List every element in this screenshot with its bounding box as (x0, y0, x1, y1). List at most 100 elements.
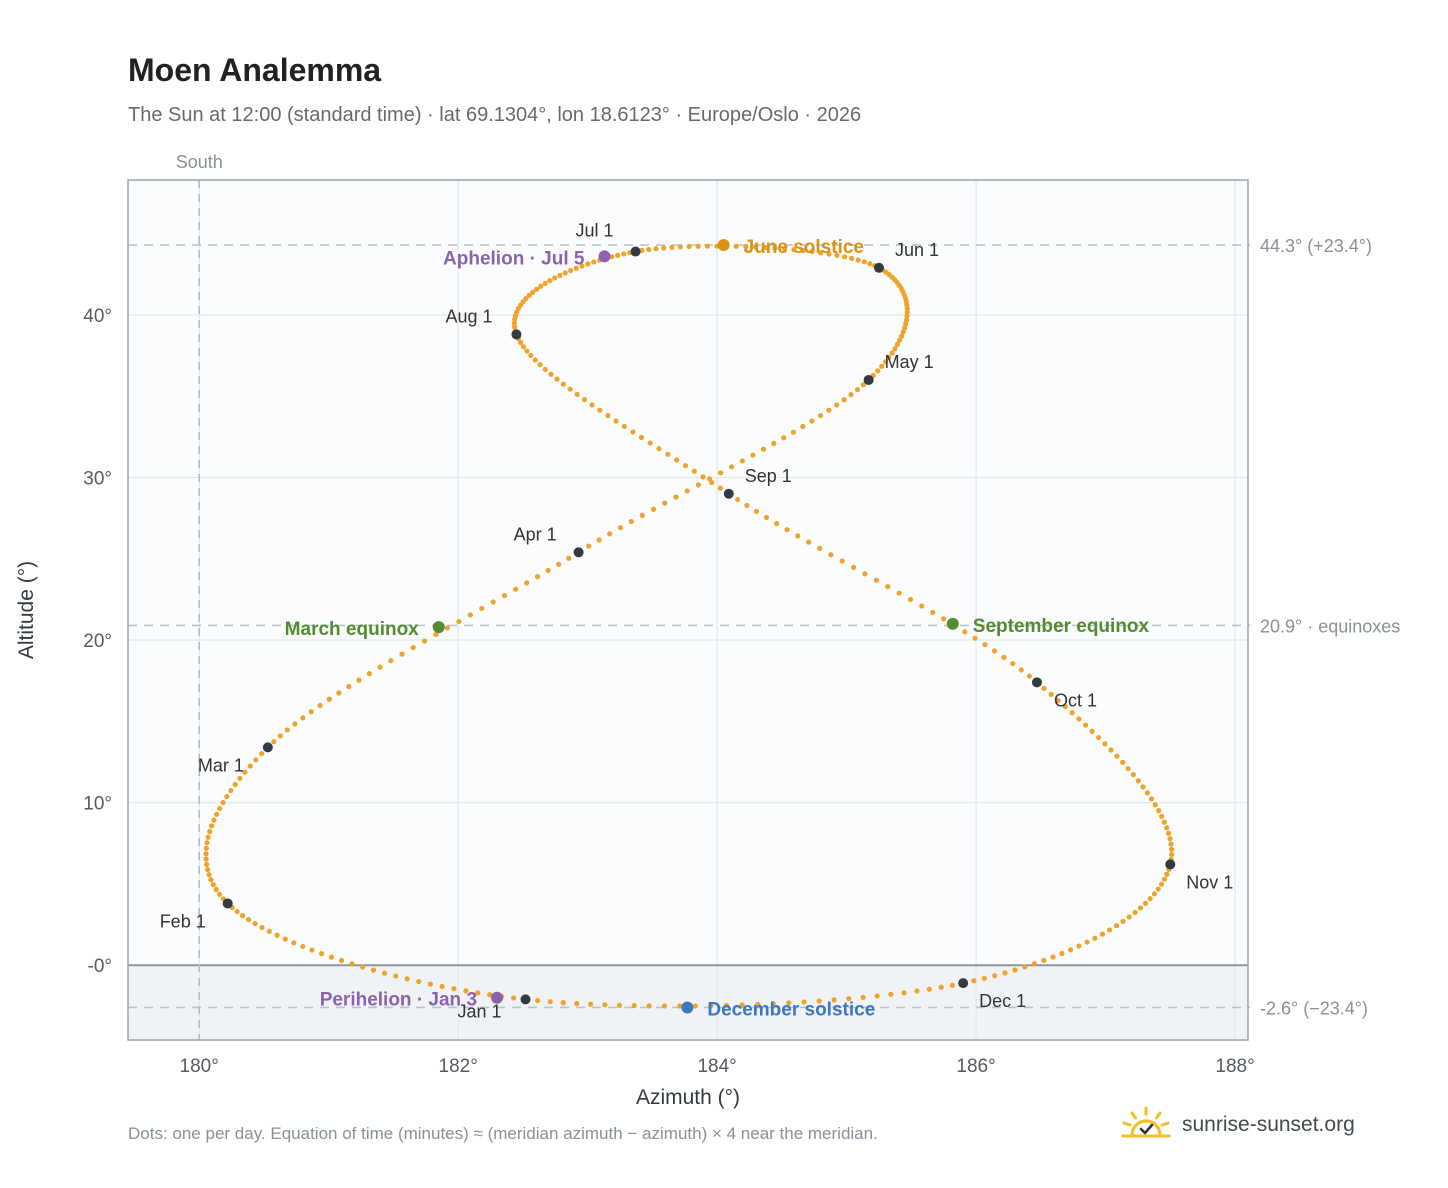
daily-dot (479, 605, 485, 612)
y-tick-label: 40° (83, 306, 112, 327)
plot-frame (127, 179, 1249, 1041)
meridian-label: South (176, 152, 223, 172)
daily-dot (691, 468, 697, 474)
daily-dot (1001, 654, 1007, 660)
daily-dot (826, 251, 832, 257)
daily-dot (213, 886, 219, 893)
daily-dot (1158, 881, 1165, 887)
daily-dot (1062, 704, 1068, 710)
daily-dot (763, 514, 770, 521)
daily-dot (709, 479, 715, 486)
daily-dot (617, 525, 624, 531)
daily-dot (1161, 819, 1168, 825)
daily-dot (646, 1003, 652, 1009)
y-axis-title: Altitude (°) (15, 561, 38, 659)
daily-dot (828, 552, 834, 558)
daily-dot (801, 999, 807, 1005)
daily-dot (274, 932, 280, 938)
x-tick-label: 182° (439, 1056, 478, 1077)
daily-dot (607, 531, 613, 537)
daily-dot (210, 882, 216, 888)
daily-dot (526, 292, 532, 298)
daily-dot (266, 928, 272, 934)
daily-dot (308, 709, 314, 715)
daily-dot (639, 247, 645, 254)
daily-dot (433, 631, 439, 638)
daily-dot (232, 781, 238, 788)
daily-dot (208, 877, 214, 883)
month-label: Nov 1 (1186, 872, 1233, 892)
y-tick-label: 20° (83, 631, 112, 652)
daily-dot (1159, 813, 1165, 819)
daily-dot (638, 434, 645, 441)
daily-dot (574, 391, 580, 397)
daily-dot (1059, 950, 1065, 957)
daily-dot (528, 352, 534, 359)
daily-dot (630, 429, 636, 435)
daily-dot (770, 1001, 776, 1007)
daily-dot (203, 851, 209, 857)
daily-dot (753, 244, 759, 250)
daily-dot (781, 246, 788, 252)
daily-dot (1152, 802, 1158, 808)
daily-dot (532, 357, 538, 363)
daily-dot (253, 757, 259, 763)
daily-dot (1142, 900, 1149, 906)
daily-dot (653, 246, 659, 252)
daily-dot (284, 727, 290, 733)
daily-dot (760, 446, 767, 452)
daily-dot (1048, 691, 1054, 697)
footnote: Dots: one per day. Equation of time (min… (128, 1124, 878, 1143)
daily-dot (239, 912, 246, 919)
daily-dot (862, 571, 868, 577)
daily-dot (517, 339, 524, 346)
daily-dot (1041, 957, 1047, 964)
daily-dot (427, 981, 433, 987)
daily-dot (677, 244, 683, 250)
daily-dot (1151, 891, 1157, 897)
daily-dot (739, 458, 745, 464)
daily-dot (207, 829, 213, 835)
daily-dot (237, 775, 243, 781)
daily-dot (826, 407, 832, 413)
daily-dot (873, 577, 879, 583)
daily-dot (328, 954, 335, 960)
daily-dot (848, 392, 854, 398)
daily-dot (1125, 765, 1131, 772)
daily-dot (1107, 927, 1113, 933)
daily-dot (897, 337, 903, 343)
daily-dot (1114, 753, 1120, 759)
daily-dot (1055, 697, 1061, 704)
daily-dot (941, 616, 947, 622)
brand[interactable]: sunrise-sunset.org (1120, 1102, 1355, 1148)
daily-dot (338, 957, 345, 964)
reference-line-label: 44.3° (+23.4°) (1260, 236, 1372, 256)
daily-dot (1135, 778, 1141, 784)
month-label: Jul 1 (576, 221, 614, 241)
brand-name[interactable]: sunrise-sunset.org (1182, 1113, 1355, 1136)
daily-dot (739, 1002, 745, 1008)
daily-dot (439, 983, 445, 990)
daily-dot (903, 317, 910, 323)
daily-dot (399, 651, 405, 657)
daily-dot (850, 564, 857, 570)
daily-dot (831, 997, 837, 1003)
daily-dot (661, 1003, 668, 1009)
daily-dot (547, 278, 553, 284)
daily-dot (554, 376, 560, 382)
x-tick-label: 180° (180, 1056, 219, 1077)
daily-dot (744, 502, 750, 509)
daily-dot (356, 677, 362, 683)
daily-dot (211, 817, 217, 823)
daily-dot (1168, 841, 1174, 847)
daily-dot (366, 671, 373, 677)
event-marker (946, 617, 959, 630)
event-label: September equinox (973, 616, 1150, 637)
daily-dot (992, 973, 998, 979)
daily-dot (463, 988, 469, 994)
daily-dot (524, 580, 530, 586)
daily-dot (1140, 784, 1146, 790)
daily-dot (753, 508, 760, 515)
daily-dot (562, 270, 568, 276)
daily-dot (901, 990, 907, 996)
